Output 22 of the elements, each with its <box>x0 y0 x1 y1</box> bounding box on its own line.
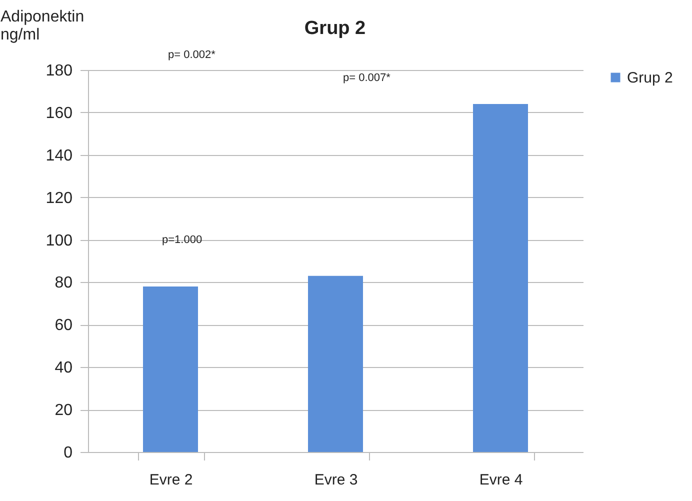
annotation: p= 0.007* <box>343 72 392 84</box>
annotation: p=1.000 <box>162 234 202 246</box>
legend-label: Grup 2 <box>627 70 673 86</box>
chart-title: Grup 2 <box>304 18 366 39</box>
x-tick-label: Evre 3 <box>314 472 358 488</box>
y-tick-label: 120 <box>46 190 73 207</box>
x-tick-label: Evre 2 <box>149 472 193 488</box>
bar <box>473 104 528 452</box>
y-tick-label: 80 <box>54 274 73 292</box>
y-tick-label: 140 <box>46 147 73 164</box>
y-tick-label: 60 <box>54 317 73 334</box>
y-tick-label: 40 <box>54 360 73 377</box>
y-tick-label: 20 <box>54 402 73 420</box>
bar <box>143 286 198 452</box>
y-tick-label: 0 <box>64 444 73 462</box>
text: p= 0.002* <box>168 49 216 61</box>
y-tick-label: 100 <box>46 232 73 250</box>
bar <box>308 276 363 452</box>
x-tick-label: Evre 4 <box>479 472 523 488</box>
y-axis-title: Adiponektin ng/ml <box>0 8 84 44</box>
y-tick-label: 160 <box>46 104 73 122</box>
y-tick-label: 180 <box>46 62 73 80</box>
